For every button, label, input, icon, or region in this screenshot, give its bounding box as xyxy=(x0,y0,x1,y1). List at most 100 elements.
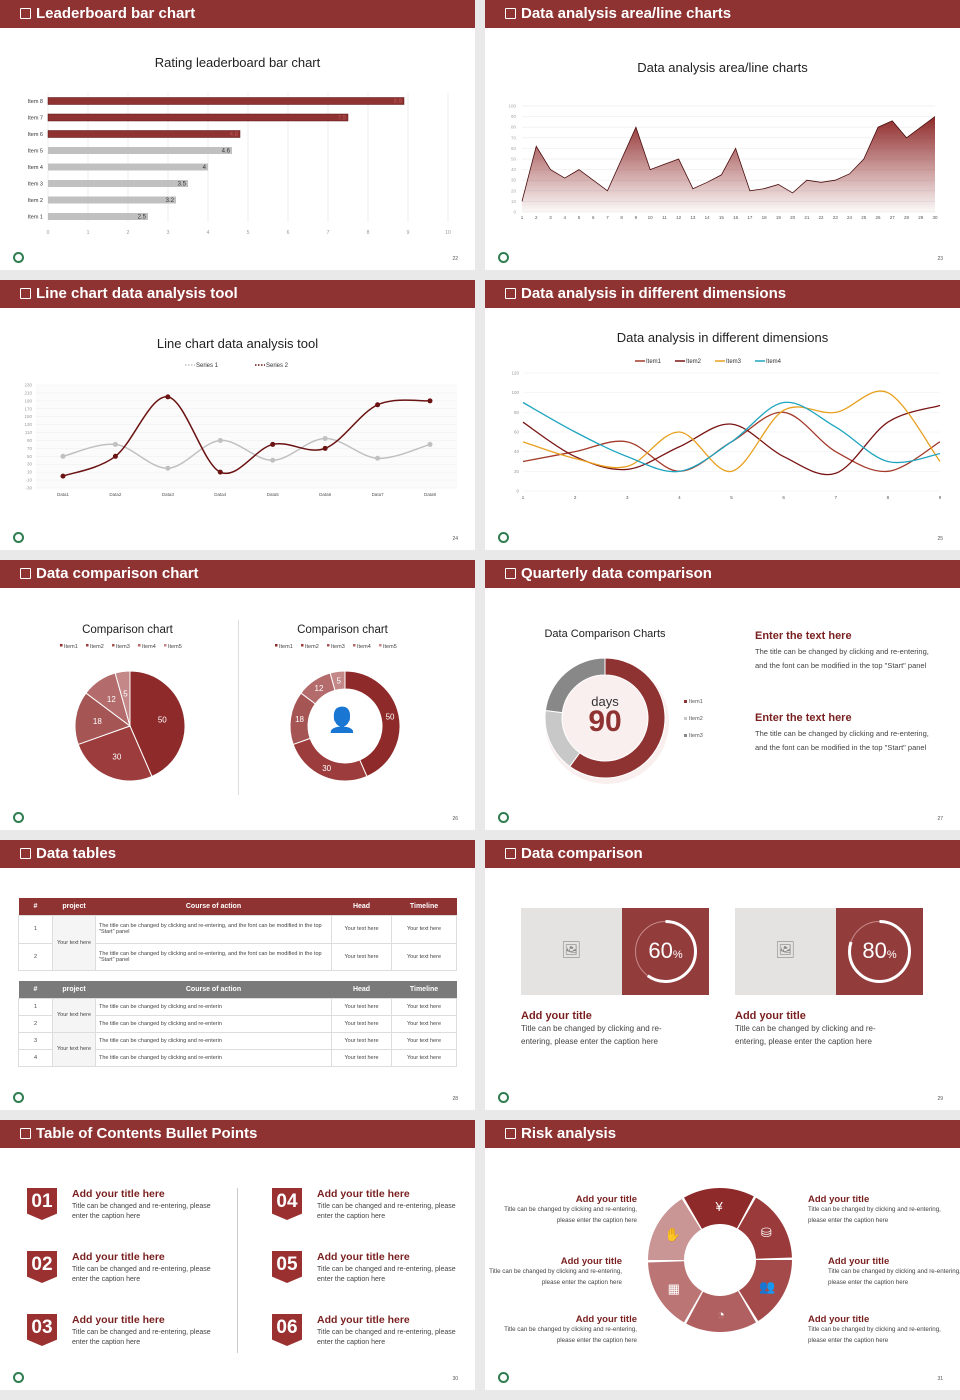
y-tick-label: 100 xyxy=(511,390,519,395)
cycle-segment xyxy=(738,1197,792,1259)
y-tick-label: 30 xyxy=(27,462,33,467)
y-tick-label: 150 xyxy=(24,414,32,419)
legend-label: Item5 xyxy=(168,644,182,650)
header-title: Quarterly data comparison xyxy=(521,565,712,582)
logo-icon xyxy=(498,532,509,543)
data-label: 12 xyxy=(315,684,324,693)
risk-body: Title can be changed by clicking and re-… xyxy=(489,1268,622,1286)
chart-title: Data Comparison Charts xyxy=(544,628,666,640)
cell: 2 xyxy=(18,942,53,971)
legend-label: Item1 xyxy=(279,644,293,650)
legend-label: Item2 xyxy=(90,644,104,650)
risk-item: Add your title Title can be changed by cl… xyxy=(808,1314,943,1346)
header-title: Risk analysis xyxy=(521,1125,617,1142)
x-tick-label: 7 xyxy=(327,230,330,236)
cell: Your text here xyxy=(331,1048,392,1067)
col-header: project xyxy=(52,898,96,915)
x-tick-label: 8 xyxy=(887,495,890,500)
y-tick-label: 70 xyxy=(511,135,517,140)
data-label: 18 xyxy=(93,717,102,726)
data-point xyxy=(375,455,381,461)
data-point xyxy=(60,473,66,479)
slide-toc: Table of Contents Bullet Points 01 Add yo… xyxy=(0,1120,475,1390)
table-row: 1 Your text here The title can be changed … xyxy=(18,997,457,1033)
data-point xyxy=(217,437,223,443)
card-title: Add your title xyxy=(521,1010,592,1022)
data-point xyxy=(112,441,118,447)
image-placeholder[interactable]: 🖼 xyxy=(735,908,836,995)
slide-header: Data analysis area/line charts xyxy=(485,0,960,28)
checkbox-icon xyxy=(20,848,31,859)
percent-value: 80 xyxy=(862,938,887,963)
number-badge: 04 xyxy=(272,1188,302,1220)
cell: Your text here xyxy=(331,997,392,1016)
hand-money-icon: ✋ xyxy=(665,1227,681,1242)
x-tick-label: 6 xyxy=(782,495,785,500)
chart-title: Comparison chart xyxy=(297,624,388,636)
x-tick-label: Data6 xyxy=(319,492,332,497)
logo-icon xyxy=(13,252,24,263)
data-point xyxy=(375,402,381,408)
slide-data-tables: Data tables # project Course of action Head… xyxy=(0,840,475,1110)
cell: The title can be changed by clicking and… xyxy=(95,997,332,1016)
toc-title: Add your title here xyxy=(72,1251,165,1263)
logo-icon xyxy=(498,252,509,263)
data-label: 3.5 xyxy=(178,182,187,188)
y-tick-label: 230 xyxy=(24,383,32,388)
category-label: Item 4 xyxy=(28,165,43,171)
pie-slice xyxy=(569,657,666,779)
legend-swatch xyxy=(275,644,278,647)
x-tick-label: 22 xyxy=(819,215,825,220)
bar xyxy=(48,213,148,220)
y-tick-label: -30 xyxy=(25,486,32,491)
slide-risk: Risk analysis ¥ ⛁ 👥 ◔ ▦ ✋ Add your title Title… xyxy=(485,1120,960,1390)
data-label: 50 xyxy=(158,715,167,724)
y-tick-label: 10 xyxy=(511,199,517,204)
legend-swatch xyxy=(353,644,356,647)
pie-chart-icon: ◔ xyxy=(717,1307,725,1322)
data-label: 2.5 xyxy=(138,215,147,221)
x-tick-label: 5 xyxy=(730,495,733,500)
y-tick-label: 50 xyxy=(511,157,517,162)
pie-slice xyxy=(292,737,368,782)
checkbox-icon xyxy=(20,8,31,19)
slide-header: Data comparison chart xyxy=(0,560,475,588)
cycle-segment xyxy=(686,1291,756,1332)
pie-slice xyxy=(344,670,401,778)
pie-slice xyxy=(77,725,153,782)
data-point xyxy=(60,453,66,459)
checkbox-icon xyxy=(20,568,31,579)
page-number: 29 xyxy=(937,1096,943,1102)
legend-label: Item3 xyxy=(331,644,345,650)
x-tick-label: 11 xyxy=(662,215,667,220)
y-tick-label: 90 xyxy=(27,438,33,443)
pie-slice xyxy=(544,657,606,714)
header-title: Data tables xyxy=(36,845,117,862)
col-header: Timeline xyxy=(391,981,457,998)
chart-title: Rating leaderboard bar chart xyxy=(154,55,321,70)
legend-label: Item4 xyxy=(142,644,156,650)
bar xyxy=(47,113,349,122)
data-label: 7.5 xyxy=(338,116,347,122)
cell: Your text here xyxy=(391,1031,457,1050)
risk-title: Add your title xyxy=(575,1194,637,1205)
risk-cycle-diagram: ¥ ⛁ 👥 ◔ ▦ ✋ xyxy=(648,1188,792,1332)
slide-header: Data tables xyxy=(0,840,475,868)
category-label: Item 5 xyxy=(28,149,43,155)
x-tick-label: 6 xyxy=(287,230,290,236)
data-point xyxy=(270,457,276,463)
cell: 4 xyxy=(18,1048,53,1067)
slide-line-tool: Line chart data analysis tool Line chart… xyxy=(0,280,475,550)
cell: Your text here xyxy=(391,997,457,1016)
category-label: Item 7 xyxy=(28,116,43,122)
col-header: Head xyxy=(331,981,392,998)
pie-slice xyxy=(129,670,186,778)
y-tick-label: 70 xyxy=(27,446,33,451)
legend-label: Item1 xyxy=(689,699,703,705)
legend-label: Item2 xyxy=(305,644,319,650)
image-placeholder[interactable]: 🖼 xyxy=(521,908,622,995)
header-title: Data comparison xyxy=(521,845,643,862)
x-tick-label: 16 xyxy=(733,215,739,220)
logo-icon xyxy=(13,532,24,543)
block-title: Enter the text here xyxy=(755,630,852,642)
